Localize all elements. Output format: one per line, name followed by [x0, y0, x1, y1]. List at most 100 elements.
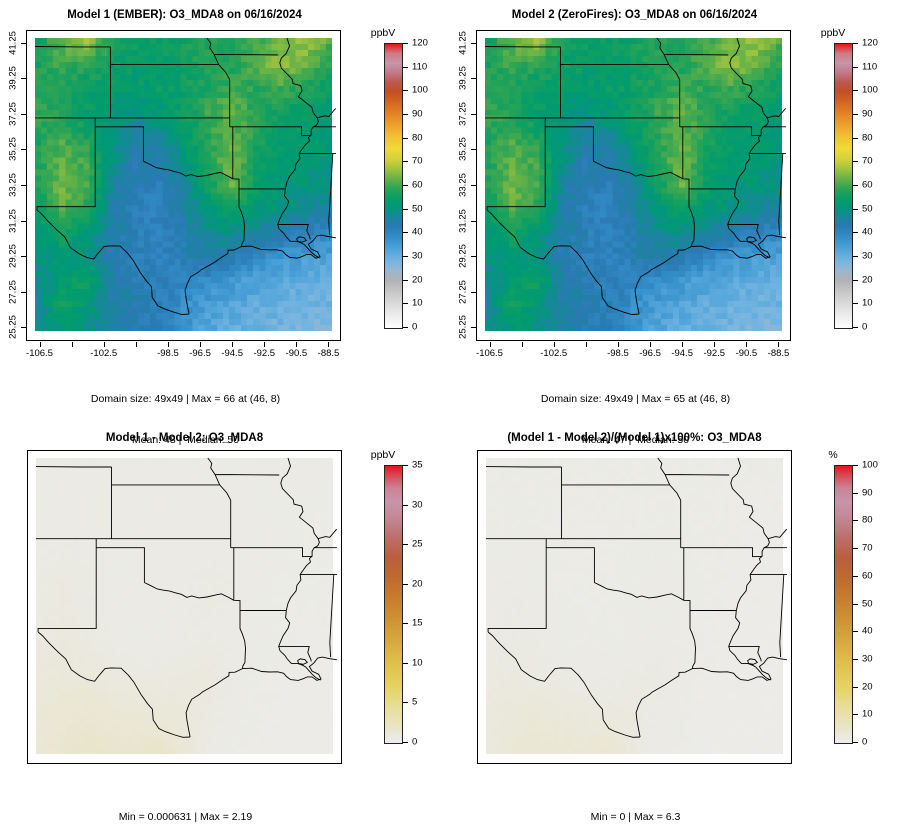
colorbar-tick — [853, 66, 858, 68]
x-axis-tick — [103, 342, 105, 347]
colorbar-unit-label: ppbV — [370, 449, 396, 461]
y-axis-label: 33.25 — [7, 173, 19, 197]
colorbar-tick — [853, 492, 858, 494]
colorbar-tick — [403, 742, 408, 743]
colorbar-gradient — [834, 43, 853, 329]
colorbar-tick-label: 40 — [862, 226, 873, 238]
x-axis-label: -96.5 — [639, 348, 661, 359]
state-borders-overlay — [485, 457, 788, 738]
colorbar-tick-label: 40 — [412, 226, 423, 238]
x-axis-label: -106.5 — [26, 348, 53, 359]
state-border-path — [485, 457, 788, 738]
colorbar-tick — [403, 583, 408, 585]
colorbar-tick — [853, 714, 858, 716]
y-axis-label: 41.25 — [7, 31, 19, 55]
colorbar-tick-label: 60 — [412, 179, 423, 191]
colorbar-tick-label: 110 — [862, 61, 878, 73]
x-axis-tick — [585, 342, 587, 347]
colorbar-tick-label: 100 — [862, 459, 878, 471]
x-axis-tick — [521, 342, 523, 347]
colorbar-tick-label: 80 — [862, 514, 873, 526]
colorbar-tick — [853, 279, 858, 281]
y-axis-label: 25.25 — [7, 315, 19, 339]
y-axis-tick — [21, 220, 26, 222]
x-axis-tick — [71, 342, 73, 347]
colorbar-tick — [403, 662, 408, 664]
y-axis-tick — [471, 185, 476, 186]
x-axis-label: -92.5 — [703, 348, 726, 359]
y-axis-tick — [471, 113, 476, 115]
colorbar-tick — [403, 232, 408, 234]
colorbar-tick — [853, 232, 858, 234]
x-axis-label: -88.5 — [767, 348, 790, 359]
colorbar-tick-label: 110 — [412, 61, 428, 73]
y-axis-label: 25.25 — [457, 315, 469, 339]
stats-line-1: Min = 0.000631 | Max = 2.19 — [118, 811, 253, 823]
colorbar-tick — [853, 114, 858, 115]
y-axis-tick — [471, 78, 476, 80]
x-axis-tick — [714, 342, 716, 347]
colorbar-tick-label: 120 — [862, 37, 878, 49]
colorbar-tick — [853, 742, 858, 743]
map-plot-area — [476, 30, 791, 341]
x-axis-tick — [200, 342, 202, 347]
colorbar-tick — [403, 327, 408, 328]
panel-stats: Min = 0 | Max = 6.3 Mean: 1.3 | Median: … — [450, 784, 821, 840]
panel-stats: Domain size: 49x49 | Max = 66 at (46, 8)… — [0, 366, 371, 474]
colorbar-tick-label: 10 — [862, 297, 873, 309]
colorbar-tick-label: 0 — [412, 736, 418, 748]
panel-title: Model 1 (EMBER): O3_MDA8 on 06/16/2024 — [67, 9, 302, 21]
colorbar-tick-label: 50 — [862, 203, 873, 215]
x-axis-label: -94.5 — [221, 348, 243, 359]
x-axis-tick — [553, 342, 555, 347]
colorbar-tick — [403, 114, 408, 115]
y-axis-label: 29.25 — [457, 244, 469, 268]
stats-line-1: Domain size: 49x49 | Max = 66 at (46, 8) — [90, 393, 281, 405]
panel-percent-difference: (Model 1 - Model 2)/(Model 1)x100%: O3_M… — [450, 420, 900, 840]
colorbar-tick — [403, 279, 408, 281]
colorbar-tick-label: 50 — [862, 598, 873, 609]
colorbar-tick-label: 100 — [862, 84, 878, 96]
colorbar-tick-label: 20 — [862, 274, 873, 286]
colorbar-tick-label: 30 — [862, 250, 873, 262]
y-axis-tick — [471, 149, 476, 151]
x-axis-label: -98.5 — [157, 348, 179, 359]
x-axis-tick — [135, 342, 137, 347]
colorbar-tick — [403, 544, 408, 546]
y-axis-tick — [471, 327, 476, 329]
panel-stats: Domain size: 49x49 | Max = 65 at (46, 8)… — [450, 366, 821, 474]
colorbar-tick — [853, 185, 858, 186]
y-axis-tick — [21, 291, 26, 293]
panel-model2: Model 2 (ZeroFires): O3_MDA8 on 06/16/20… — [450, 0, 900, 446]
x-axis-label: -96.5 — [189, 348, 211, 359]
stats-line-2: Mean: 47 | Median: 50 — [581, 433, 690, 446]
y-axis-tick — [21, 113, 26, 115]
colorbar-tick — [853, 548, 858, 550]
colorbar-tick-label: 10 — [862, 708, 873, 720]
x-axis-tick — [39, 342, 41, 347]
y-axis-label: 37.25 — [7, 102, 19, 126]
colorbar-tick-label: 40 — [862, 625, 873, 637]
colorbar-tick-label: 30 — [412, 250, 423, 262]
colorbar-tick-label: 60 — [862, 179, 873, 191]
colorbar-tick-label: 10 — [412, 297, 423, 309]
x-axis-tick — [167, 342, 169, 347]
percent-difference-raster — [486, 458, 783, 754]
x-axis-label: -98.5 — [607, 348, 629, 359]
y-axis-tick — [21, 149, 26, 151]
y-axis-tick — [471, 291, 476, 293]
colorbar-tick — [853, 208, 858, 210]
y-axis-tick — [471, 42, 476, 44]
colorbar-tick — [403, 504, 408, 506]
colorbar-tick — [403, 465, 408, 466]
colorbar-tick — [403, 256, 408, 257]
colorbar-tick-label: 10 — [412, 657, 423, 669]
stats-line-2: Mean: 48 | Median: 50 — [131, 433, 240, 446]
x-axis-label: -90.5 — [285, 348, 308, 359]
panel-title: Model 2 (ZeroFires): O3_MDA8 on 06/16/20… — [511, 9, 758, 21]
colorbar-tick — [853, 303, 858, 305]
colorbar-tick-label: 90 — [862, 108, 873, 120]
colorbar-tick — [853, 686, 858, 688]
x-axis-label: -88.5 — [317, 348, 340, 359]
y-axis-tick — [471, 256, 476, 258]
